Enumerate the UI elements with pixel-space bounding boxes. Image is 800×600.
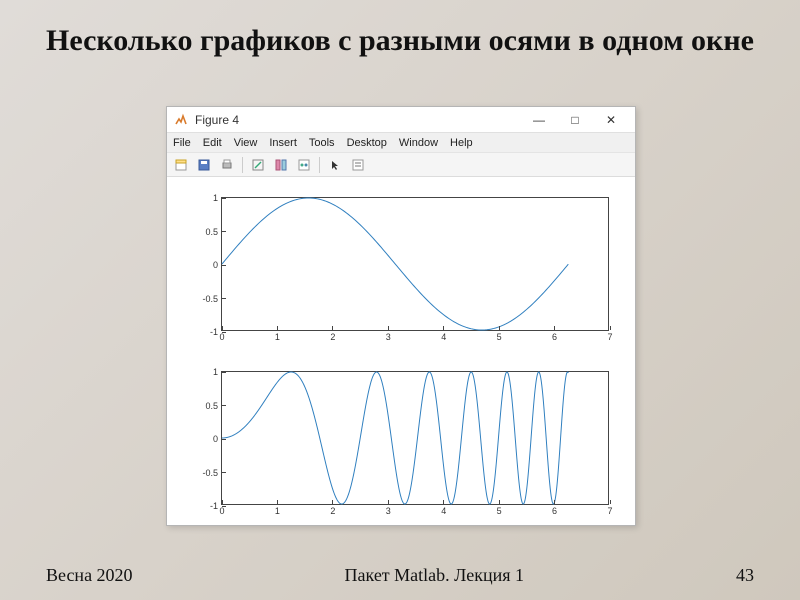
new-figure-icon[interactable] [171,155,191,175]
y-tick-label: -0.5 [202,468,222,478]
x-tick-label: 7 [607,330,612,342]
menu-view[interactable]: View [234,137,258,149]
x-tick-label: 4 [441,330,446,342]
toolbar [167,153,635,177]
footer-right: 43 [736,565,754,586]
footer-left: Весна 2020 [46,565,133,586]
menu-help[interactable]: Help [450,137,473,149]
y-tick-label: 0.5 [205,401,222,411]
menu-file[interactable]: File [173,137,191,149]
maximize-button[interactable]: □ [557,109,593,131]
close-button[interactable]: ✕ [593,109,629,131]
slide-footer: Весна 2020 Пакет Matlab. Лекция 1 43 [0,565,800,586]
y-tick-label: 1 [213,367,222,377]
x-tick-label: 3 [386,504,391,516]
data-cursor-icon[interactable] [271,155,291,175]
y-tick [222,472,226,473]
window-title: Figure 4 [195,113,521,127]
pointer-icon[interactable] [325,155,345,175]
menu-insert[interactable]: Insert [269,137,297,149]
sin-x2-curve [222,372,608,504]
x-tick-label: 5 [497,330,502,342]
y-tick [222,198,226,199]
edit-plot-icon[interactable] [248,155,268,175]
x-tick-label: 2 [330,504,335,516]
x-tick-label: 5 [497,504,502,516]
link-icon[interactable] [294,155,314,175]
x-tick-label: 1 [275,330,280,342]
x-tick-label: 2 [330,330,335,342]
sin-curve [222,198,608,330]
x-tick-label: 4 [441,504,446,516]
toolbar-separator [319,157,320,173]
x-tick-label: 6 [552,504,557,516]
slide-title: Несколько графиков с разными осями в одн… [0,0,800,60]
plot-area: -1-0.500.5101234567 -1-0.500.5101234567 [167,177,635,525]
y-tick-label: 0 [213,260,222,270]
x-tick-label: 0 [219,504,224,516]
y-tick [222,265,226,266]
y-tick [222,439,226,440]
toolbar-separator [242,157,243,173]
matlab-icon [173,112,189,128]
y-tick [222,298,226,299]
minimize-button[interactable]: — [521,109,557,131]
menu-desktop[interactable]: Desktop [347,137,387,149]
y-tick [222,231,226,232]
menu-window[interactable]: Window [399,137,438,149]
print-icon[interactable] [217,155,237,175]
menu-tools[interactable]: Tools [309,137,335,149]
y-tick-label: 1 [213,193,222,203]
subplot-2: -1-0.500.5101234567 [221,371,609,505]
save-icon[interactable] [194,155,214,175]
x-tick-label: 0 [219,330,224,342]
matlab-figure-window: Figure 4 — □ ✕ File Edit View Insert Too… [166,106,636,526]
x-tick-label: 7 [607,504,612,516]
y-tick-label: 0.5 [205,227,222,237]
window-titlebar[interactable]: Figure 4 — □ ✕ [167,107,635,133]
x-tick-label: 6 [552,330,557,342]
menubar: File Edit View Insert Tools Desktop Wind… [167,133,635,153]
x-tick-label: 3 [386,330,391,342]
x-tick-label: 1 [275,504,280,516]
subplot-1: -1-0.500.5101234567 [221,197,609,331]
y-tick [222,372,226,373]
y-tick-label: -0.5 [202,294,222,304]
insert-legend-icon[interactable] [348,155,368,175]
footer-center: Пакет Matlab. Лекция 1 [345,565,525,586]
menu-edit[interactable]: Edit [203,137,222,149]
y-tick [222,405,226,406]
y-tick-label: 0 [213,434,222,444]
